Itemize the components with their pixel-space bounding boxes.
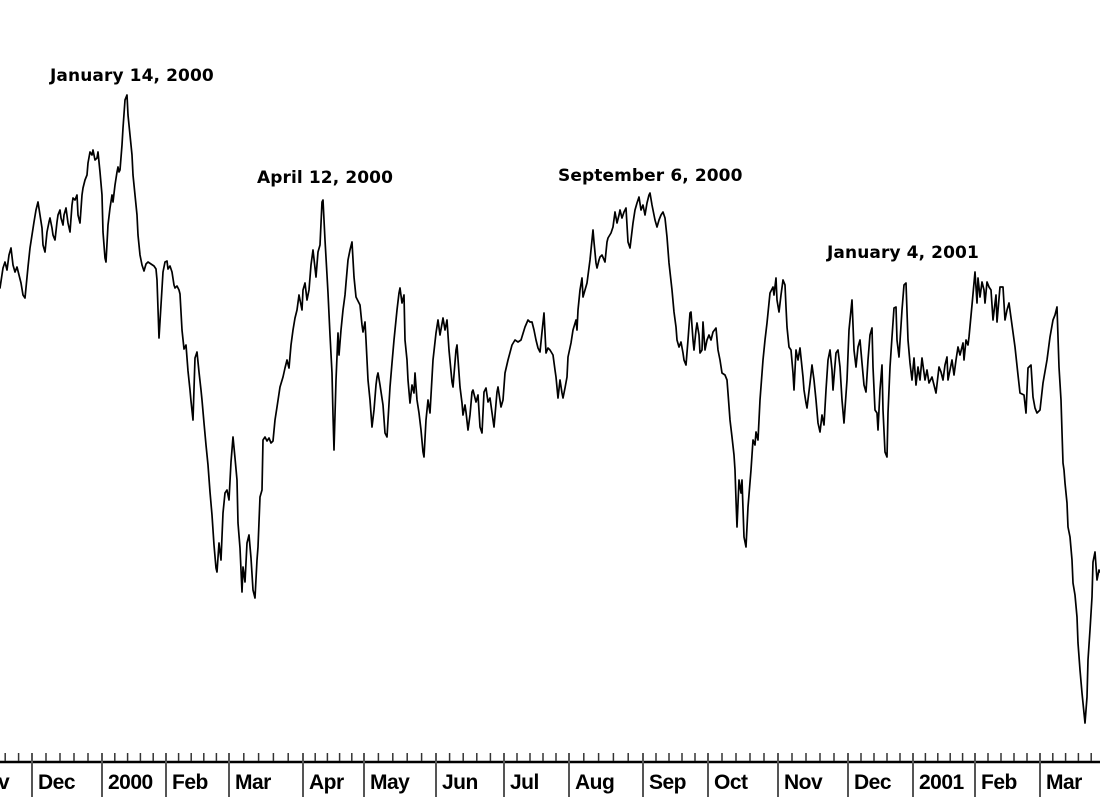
x-axis-month-label: Dec xyxy=(38,771,76,794)
x-axis-month-label: 2001 xyxy=(919,771,965,794)
price-line xyxy=(0,94,1100,724)
x-axis-month-label: Dec xyxy=(854,771,892,794)
x-axis-month-label: Mar xyxy=(235,771,271,794)
x-axis-month-label: Nov xyxy=(784,771,823,794)
x-axis-month-label: Apr xyxy=(309,771,344,794)
x-axis-month-label: Jul xyxy=(510,771,539,794)
x-axis-month-label: Feb xyxy=(981,771,1017,794)
annotation-jan-14-2000: January 14, 2000 xyxy=(50,66,214,86)
x-axis-month-label: May xyxy=(370,771,410,794)
x-axis-month-label: Jun xyxy=(442,771,478,794)
x-axis-month-label: Sep xyxy=(649,771,686,794)
x-axis-month-label: Oct xyxy=(714,771,748,794)
x-axis-month-label: Mar xyxy=(1046,771,1082,794)
x-axis-month-label: Feb xyxy=(172,771,208,794)
annotation-sep-6-2000: September 6, 2000 xyxy=(558,166,743,186)
annotation-apr-12-2000: April 12, 2000 xyxy=(257,168,394,188)
x-axis-month-label: Aug xyxy=(575,771,614,794)
annotation-jan-4-2001: January 4, 2001 xyxy=(827,243,979,263)
x-axis-month-label: 2000 xyxy=(108,771,153,794)
x-axis-month-label: Nov xyxy=(0,771,10,794)
